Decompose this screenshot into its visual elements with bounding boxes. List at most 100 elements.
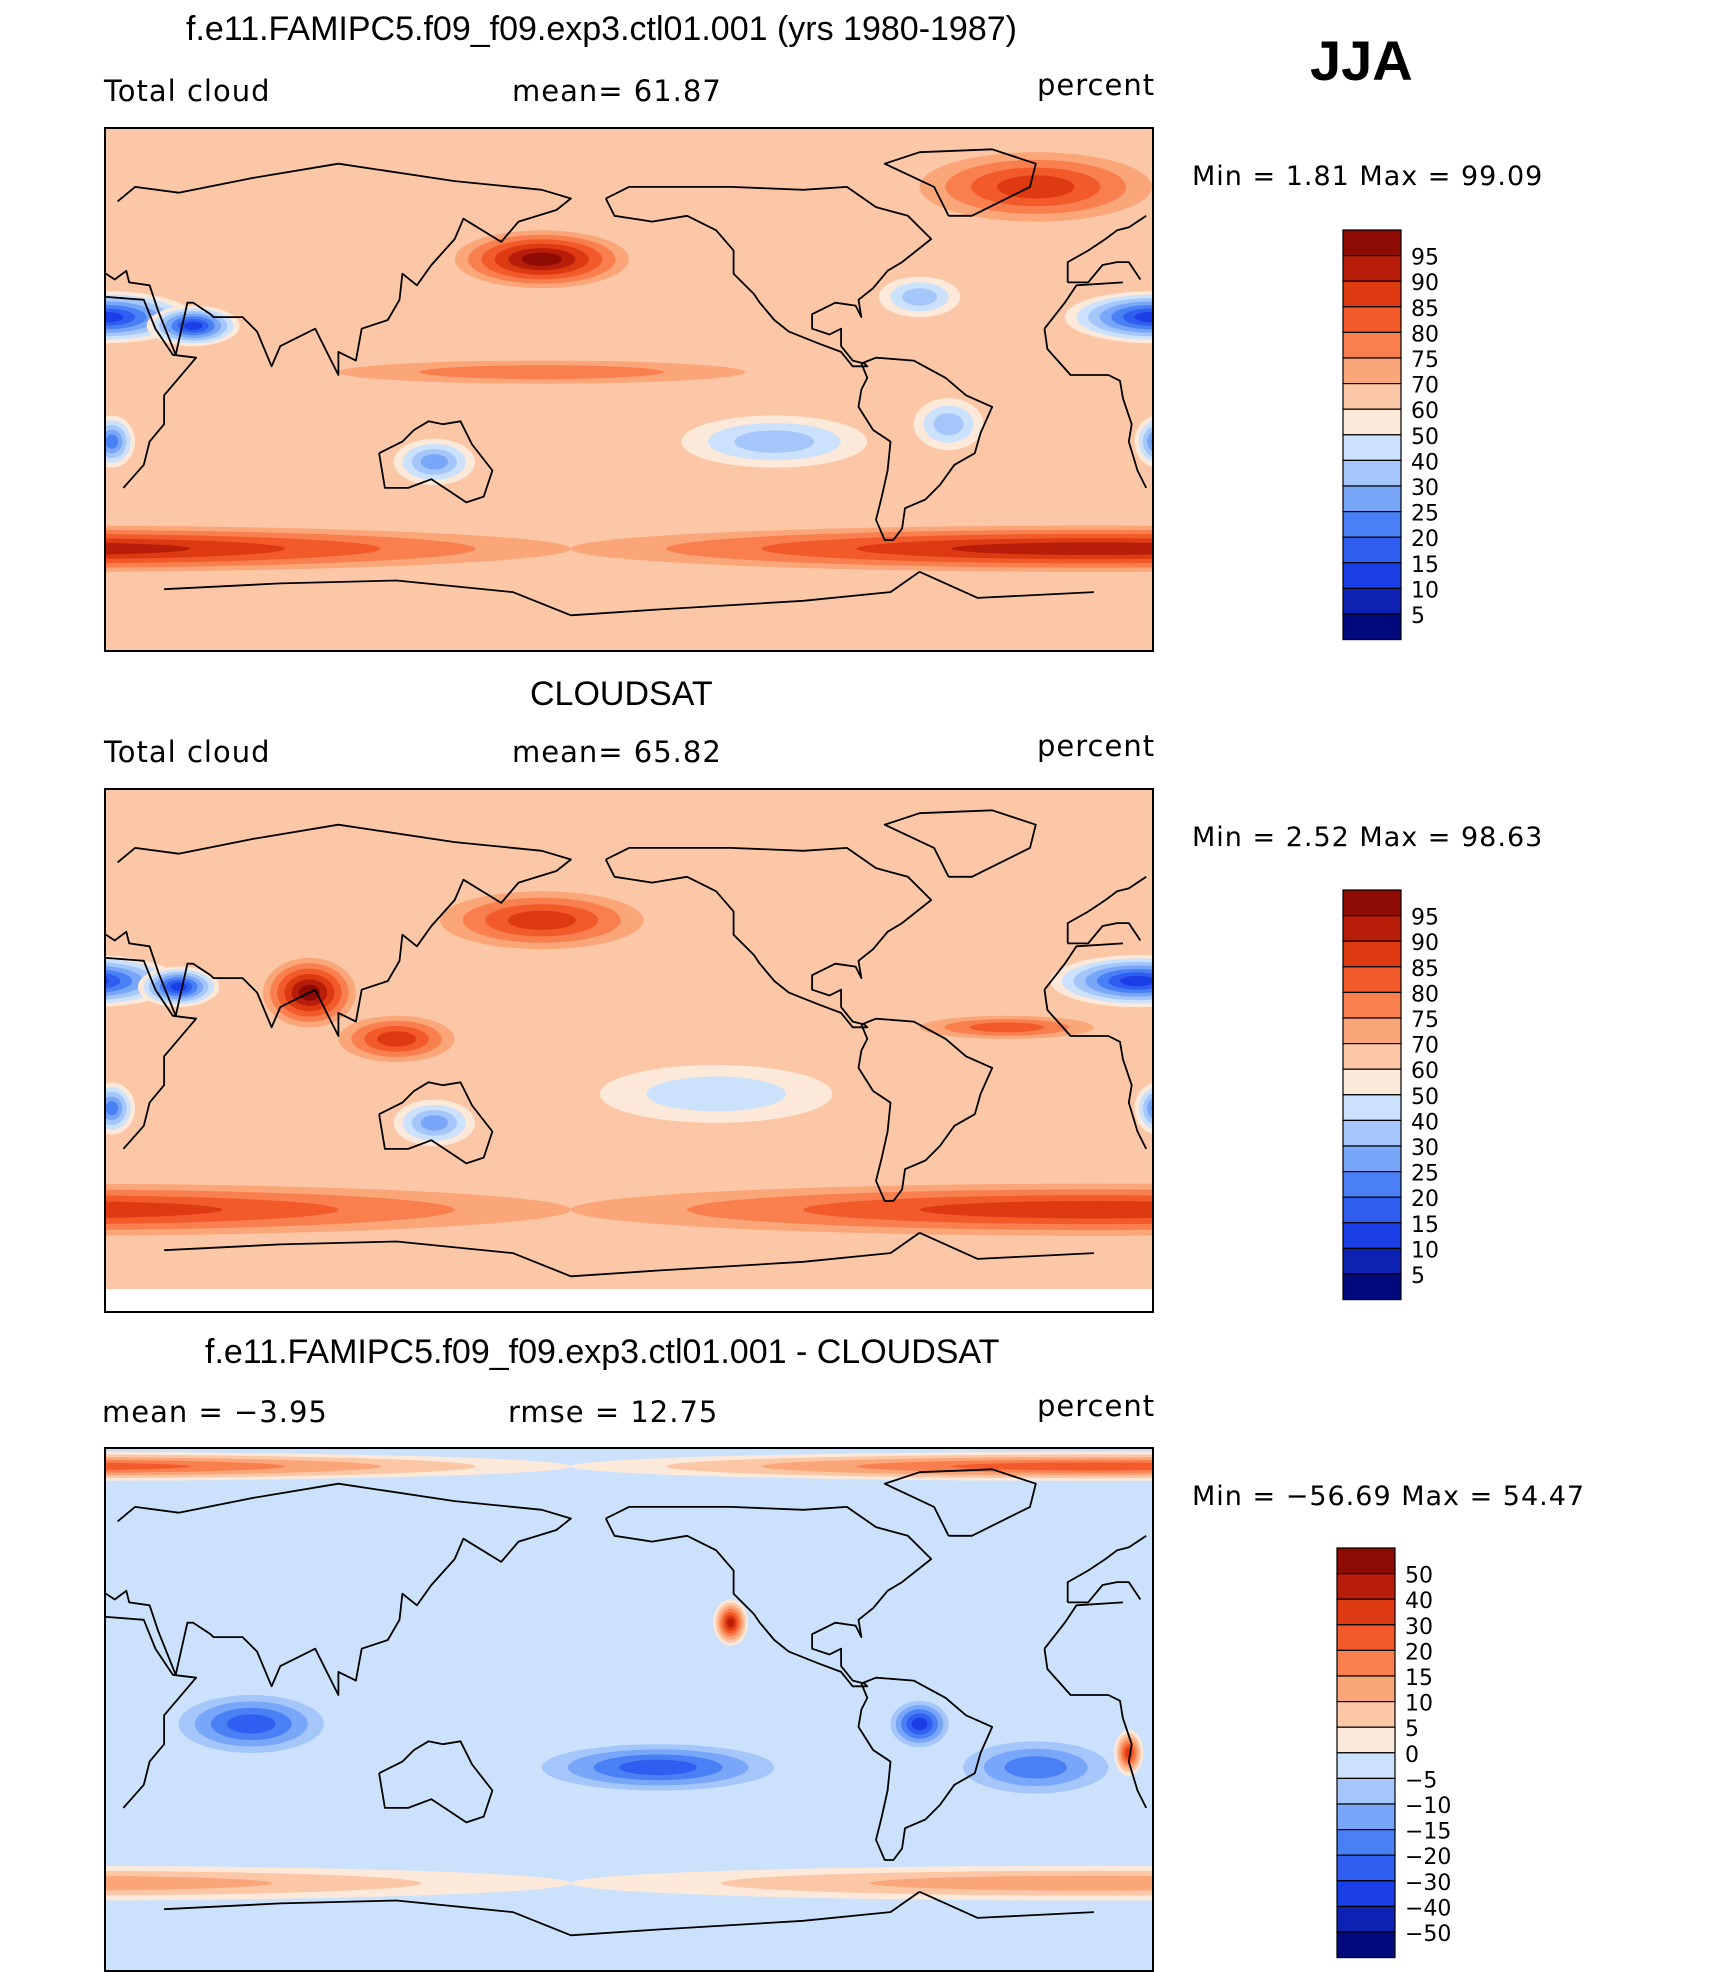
coastline-4 xyxy=(857,1017,994,1202)
colorbar-1-box-7 xyxy=(1342,408,1402,436)
map-anomaly-2-level-7 xyxy=(106,978,109,984)
colorbar-2-label-11: 20 xyxy=(1411,1187,1439,1212)
colorbar-1-box-14 xyxy=(1342,587,1402,615)
map-anomaly-7-level-2 xyxy=(646,1076,786,1112)
map-anomaly-4-level-5 xyxy=(106,542,191,555)
coastline-2 xyxy=(378,1081,494,1165)
colorbar-2-box-13 xyxy=(1342,1222,1402,1249)
colorbar-2-box-1 xyxy=(1342,915,1402,942)
colorbar-2-box-9 xyxy=(1342,1119,1402,1147)
panel-1-mean-label: mean= 61.87 xyxy=(512,74,722,108)
map-anomaly-2-level-4 xyxy=(227,1714,276,1734)
colorbar-3-box-14 xyxy=(1336,1905,1396,1933)
colorbar-3-label-1: 40 xyxy=(1405,1589,1433,1614)
coastline-1 xyxy=(106,823,1147,1037)
panel-3-map-svg xyxy=(106,1449,1152,1970)
map-anomaly-3-level-7 xyxy=(170,982,187,991)
colorbar-1-label-9: 30 xyxy=(1411,476,1439,501)
colorbar-1-box-11 xyxy=(1342,511,1402,538)
coastline-3 xyxy=(604,1506,933,1688)
colorbar-2-label-13: 10 xyxy=(1411,1238,1439,1263)
panel-2-variable-label: Total cloud xyxy=(104,735,271,769)
panel-3-map xyxy=(104,1447,1154,1972)
colorbar-2-box-10 xyxy=(1342,1145,1402,1173)
panel-1-map-svg xyxy=(106,129,1152,650)
colorbar-3-label-11: −20 xyxy=(1405,1845,1451,1870)
colorbar-3-box-11 xyxy=(1336,1829,1396,1856)
map-anomaly-2-level-7 xyxy=(1134,311,1152,323)
coastline-1 xyxy=(106,162,1147,376)
panel-2-units-label: percent xyxy=(1037,729,1156,763)
missing-data-strip xyxy=(106,1289,1152,1311)
colorbar-1-label-11: 20 xyxy=(1411,527,1439,552)
coastline-4 xyxy=(857,356,994,541)
colorbar-2-label-6: 60 xyxy=(1411,1059,1439,1084)
map-anomaly-0-level-4 xyxy=(997,175,1075,199)
colorbar-3-box-0 xyxy=(1336,1547,1396,1575)
colorbar-3-box-7 xyxy=(1336,1726,1396,1754)
colorbar-2-label-12: 15 xyxy=(1411,1213,1439,1238)
colorbar-2-label-4: 75 xyxy=(1411,1008,1439,1033)
panel-2-map-svg xyxy=(106,790,1152,1311)
colorbar-1-label-0: 95 xyxy=(1411,246,1439,271)
colorbar-2-box-14 xyxy=(1342,1247,1402,1275)
colorbar-3-label-13: −40 xyxy=(1405,1896,1451,1921)
colorbar-2-label-9: 30 xyxy=(1411,1136,1439,1161)
colorbar-1-label-10: 25 xyxy=(1411,502,1439,527)
panel-2-map xyxy=(104,788,1154,1313)
colorbar-3-box-2 xyxy=(1336,1598,1396,1626)
colorbar-3-box-9 xyxy=(1336,1777,1396,1805)
panel-1-colorbar: 95 90 85 80 75 70 60 50 40 30 25 20 15 10 5 xyxy=(1342,229,1463,645)
map-anomaly-0-level-5 xyxy=(106,1462,191,1470)
colorbar-2-box-11 xyxy=(1342,1171,1402,1198)
colorbar-3-box-4 xyxy=(1336,1649,1396,1677)
colorbar-3-label-12: −30 xyxy=(1405,1871,1451,1896)
panel-3-title: f.e11.FAMIPC5.f09_f09.exp3.ctl01.001 - C… xyxy=(205,1333,1000,1371)
colorbar-3-box-1 xyxy=(1336,1573,1396,1600)
colorbar-1-box-9 xyxy=(1342,459,1402,487)
colorbar-2-box-12 xyxy=(1342,1196,1402,1224)
panel-3-mean-label: mean = −3.95 xyxy=(102,1395,328,1429)
colorbar-1-box-5 xyxy=(1342,357,1402,385)
coastline-5 xyxy=(883,809,1037,878)
colorbar-1-box-15 xyxy=(1342,613,1402,641)
colorbar-2-box-7 xyxy=(1342,1068,1402,1096)
panel-3-units-label: percent xyxy=(1037,1389,1156,1423)
colorbar-1-label-3: 80 xyxy=(1411,322,1439,347)
colorbar-2-label-3: 80 xyxy=(1411,982,1439,1007)
coastline-0 xyxy=(106,281,1148,489)
map-anomaly-9-level-4 xyxy=(507,910,576,930)
colorbar-2-label-14: 5 xyxy=(1411,1264,1425,1289)
panel-1-variable-label: Total cloud xyxy=(104,74,271,108)
map-anomaly-5-level-5 xyxy=(1151,1105,1152,1112)
colorbar-2-label-5: 70 xyxy=(1411,1034,1439,1059)
panel-3-rmse-label: rmse = 12.75 xyxy=(508,1395,719,1429)
colorbar-3-box-12 xyxy=(1336,1854,1396,1882)
map-anomaly-6-level-4 xyxy=(420,454,448,470)
coastline-5 xyxy=(883,1468,1037,1537)
panel-2-minmax: Min = 2.52 Max = 98.63 xyxy=(1192,822,1544,853)
colorbar-1-label-8: 40 xyxy=(1411,450,1439,475)
colorbar-1-label-1: 90 xyxy=(1411,271,1439,296)
colorbar-2-box-6 xyxy=(1342,1043,1402,1070)
colorbar-1-label-6: 60 xyxy=(1411,399,1439,424)
coastline-2 xyxy=(378,420,494,504)
colorbar-2-box-2 xyxy=(1342,940,1402,968)
colorbar-1-box-8 xyxy=(1342,434,1402,462)
map-anomaly-9-level-2 xyxy=(419,365,664,380)
coastline-5 xyxy=(883,148,1037,217)
coastline-0 xyxy=(106,942,1148,1150)
map-anomaly-3-level-4 xyxy=(619,1759,697,1776)
colorbar-3-label-7: 0 xyxy=(1405,1743,1419,1768)
map-anomaly-8-level-3 xyxy=(969,1022,1045,1033)
colorbar-3-box-8 xyxy=(1336,1752,1396,1780)
colorbar-1-box-2 xyxy=(1342,280,1402,308)
colorbar-1-box-13 xyxy=(1342,562,1402,589)
colorbar-1-box-4 xyxy=(1342,331,1402,359)
colorbar-2-label-2: 85 xyxy=(1411,957,1439,982)
colorbar-3-box-6 xyxy=(1336,1701,1396,1728)
map-anomaly-4-level-5 xyxy=(951,542,1152,556)
